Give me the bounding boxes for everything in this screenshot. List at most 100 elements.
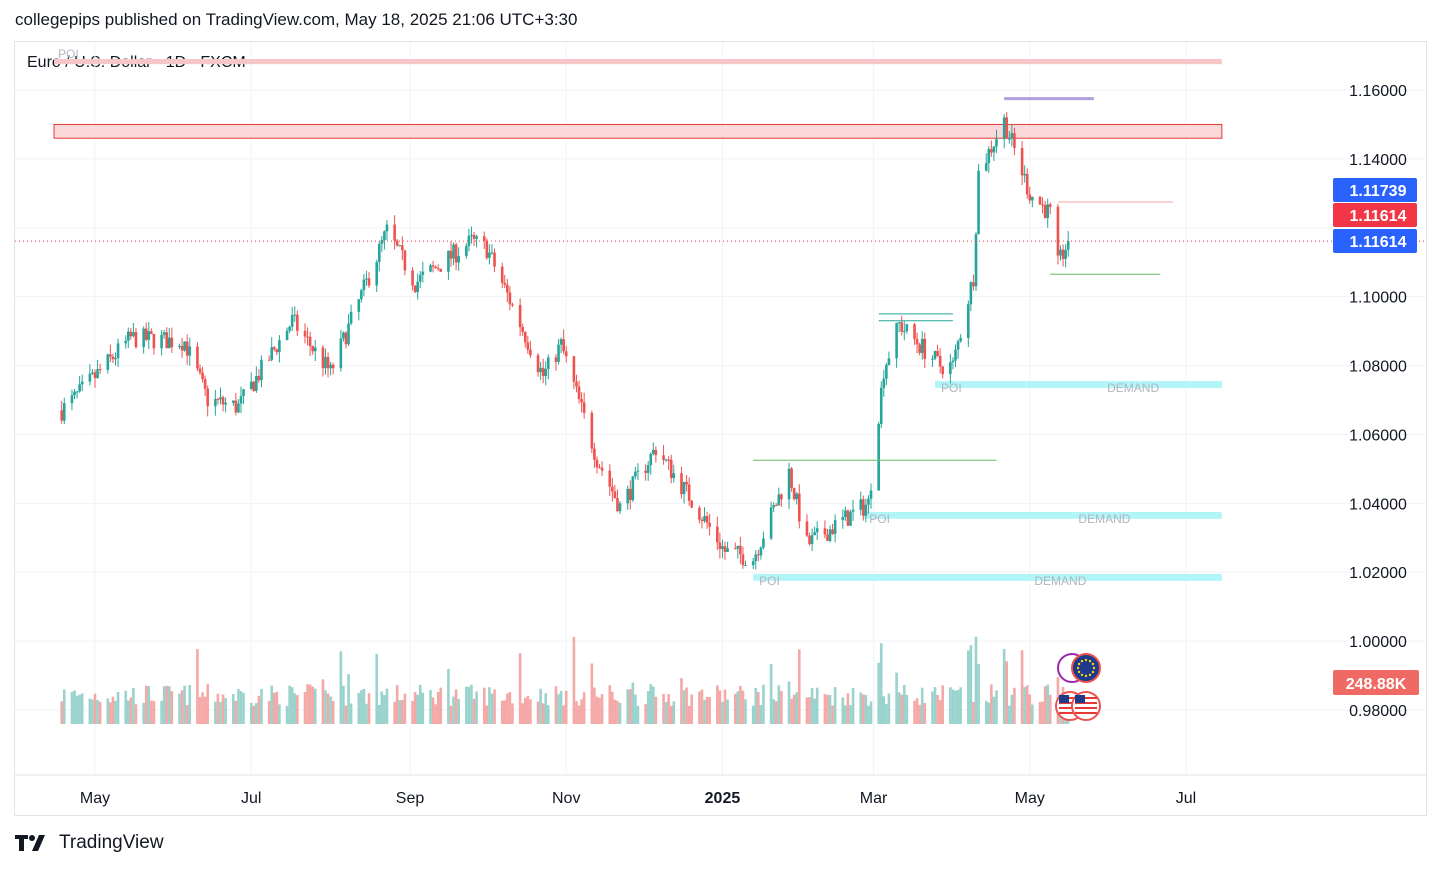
volume-bar <box>70 692 74 724</box>
volume-bar <box>905 694 909 724</box>
volume-bar <box>147 686 151 724</box>
volume-bar <box>129 697 133 724</box>
volume-bar <box>152 700 156 724</box>
candle-body <box>344 332 348 345</box>
zone-label-right: DEMAND <box>1034 574 1086 588</box>
candle-body <box>626 488 629 504</box>
volume-bar <box>375 653 379 724</box>
candle-body <box>411 270 414 286</box>
candle-body <box>160 334 163 349</box>
candle-body <box>360 290 363 300</box>
candle-body <box>216 398 220 400</box>
candle-body <box>224 402 227 405</box>
candle-body <box>267 359 271 361</box>
volume-bar <box>160 700 163 724</box>
volume-bar <box>203 696 207 724</box>
candle-body <box>1066 241 1070 250</box>
volume-bar <box>967 650 970 724</box>
volume-bar <box>303 692 307 724</box>
candle-body <box>721 546 724 550</box>
volume-bar <box>687 705 691 724</box>
candle-body <box>357 299 361 312</box>
candle-body <box>206 388 209 407</box>
candle-body <box>293 314 297 316</box>
candle-body <box>580 399 583 403</box>
volume-bar <box>78 694 81 724</box>
candle-body <box>959 338 962 342</box>
candle-body <box>705 516 709 523</box>
price-tag: 1.11614 <box>1333 203 1417 227</box>
candle-body <box>201 372 204 379</box>
candle-body <box>757 554 760 556</box>
candle-body <box>126 331 130 341</box>
volume-bar <box>106 698 110 724</box>
candle-body <box>1020 148 1024 176</box>
volume-bar <box>296 695 299 724</box>
x-tick-label: May <box>1015 790 1045 807</box>
volume-bar <box>380 691 384 724</box>
zone-POI-line <box>54 59 1222 65</box>
volume-bar <box>913 700 916 724</box>
x-tick-label: Nov <box>552 790 580 807</box>
volume-bar <box>628 689 632 724</box>
volume-bar <box>523 697 527 724</box>
candle-body <box>78 384 81 392</box>
volume-bar <box>449 705 453 724</box>
candle-body <box>787 468 791 500</box>
volume-bar <box>447 668 450 724</box>
x-tick-label: Sep <box>396 790 425 807</box>
volume-bar <box>88 698 92 724</box>
volume-bar <box>541 703 545 724</box>
candle-body <box>91 372 94 374</box>
volume-bar <box>559 690 563 724</box>
volume-bar <box>618 702 622 724</box>
eu-star-icon <box>1091 662 1095 666</box>
candle-body <box>383 231 386 241</box>
volume-bar <box>936 694 939 724</box>
candle-body <box>198 368 202 373</box>
candle-body <box>949 362 952 375</box>
candle-body <box>413 285 417 293</box>
volume-bar <box>959 687 962 724</box>
volume-bar <box>664 701 668 724</box>
price-tags: 1.11739 1.11614 1.11614 248.88K <box>1333 178 1419 695</box>
candle-body <box>859 499 863 510</box>
volume-bar <box>73 690 76 724</box>
volume-bars <box>60 636 1070 724</box>
volume-bar <box>634 694 637 724</box>
volume-bar <box>285 705 289 724</box>
volume-bar <box>465 686 468 724</box>
volume-bar <box>288 685 291 724</box>
candle-body <box>879 387 883 424</box>
candle-body <box>618 503 622 512</box>
candle-body <box>869 490 873 499</box>
candle-body <box>575 381 578 387</box>
chart-frame[interactable] <box>14 41 1427 816</box>
volume-bar <box>311 686 314 724</box>
volume-bar <box>564 690 568 724</box>
volume-bar <box>185 705 189 724</box>
volume-bar <box>593 687 596 724</box>
y-tick-label: 1.04000 <box>1349 496 1407 513</box>
candle-body <box>920 338 924 353</box>
grid-lines <box>15 42 1426 775</box>
volume-bar <box>797 649 801 724</box>
volume-bar <box>421 692 425 724</box>
candle-body <box>554 357 558 362</box>
volume-bar <box>349 703 353 724</box>
volume-bar <box>918 704 921 724</box>
candle-body <box>662 455 665 461</box>
us-flag-stripe <box>1059 707 1081 709</box>
candle-body <box>805 521 809 536</box>
x-tick-label: Jul <box>241 790 261 807</box>
volume-bar <box>595 696 599 724</box>
volume-bar <box>91 699 94 724</box>
candle-body <box>680 473 683 495</box>
volume-bar <box>109 702 112 724</box>
volume-bar <box>508 692 512 724</box>
candle-body <box>541 367 545 377</box>
volume-bar <box>239 691 243 724</box>
volume-bar <box>954 690 957 724</box>
volume-bar <box>867 705 870 724</box>
